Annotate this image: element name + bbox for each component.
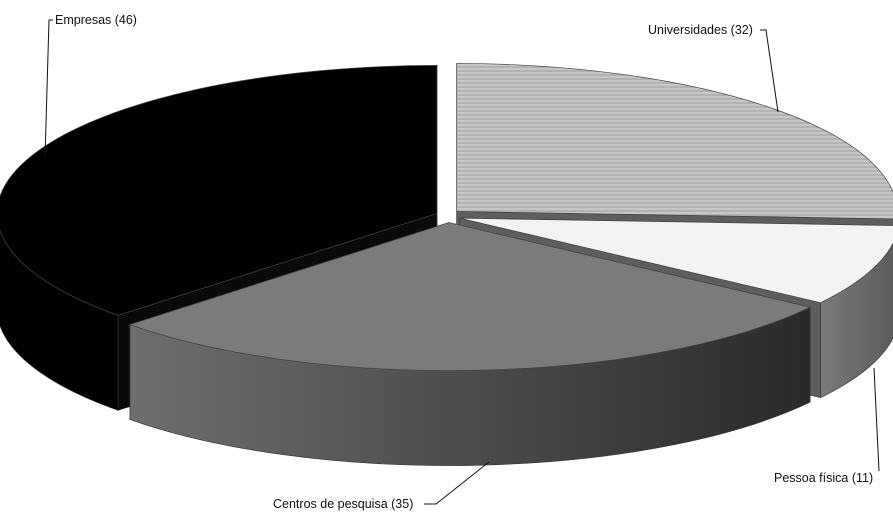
slice-centros-de-pesquisa: [128, 222, 812, 466]
leader-line-empresas: [44, 19, 53, 159]
label-centros-de-pesquisa: Centros de pesquisa (35): [273, 497, 413, 511]
label-pessoa-fisica: Pessoa física (11): [774, 471, 873, 485]
leader-line-pessoa-fisica: [873, 367, 880, 472]
leader-line-centros-de-pesquisa: [424, 461, 490, 505]
label-empresas: Empresas (46): [55, 13, 137, 27]
label-universidades: Universidades (32): [648, 23, 753, 37]
leader-line-universidades: [760, 29, 779, 113]
